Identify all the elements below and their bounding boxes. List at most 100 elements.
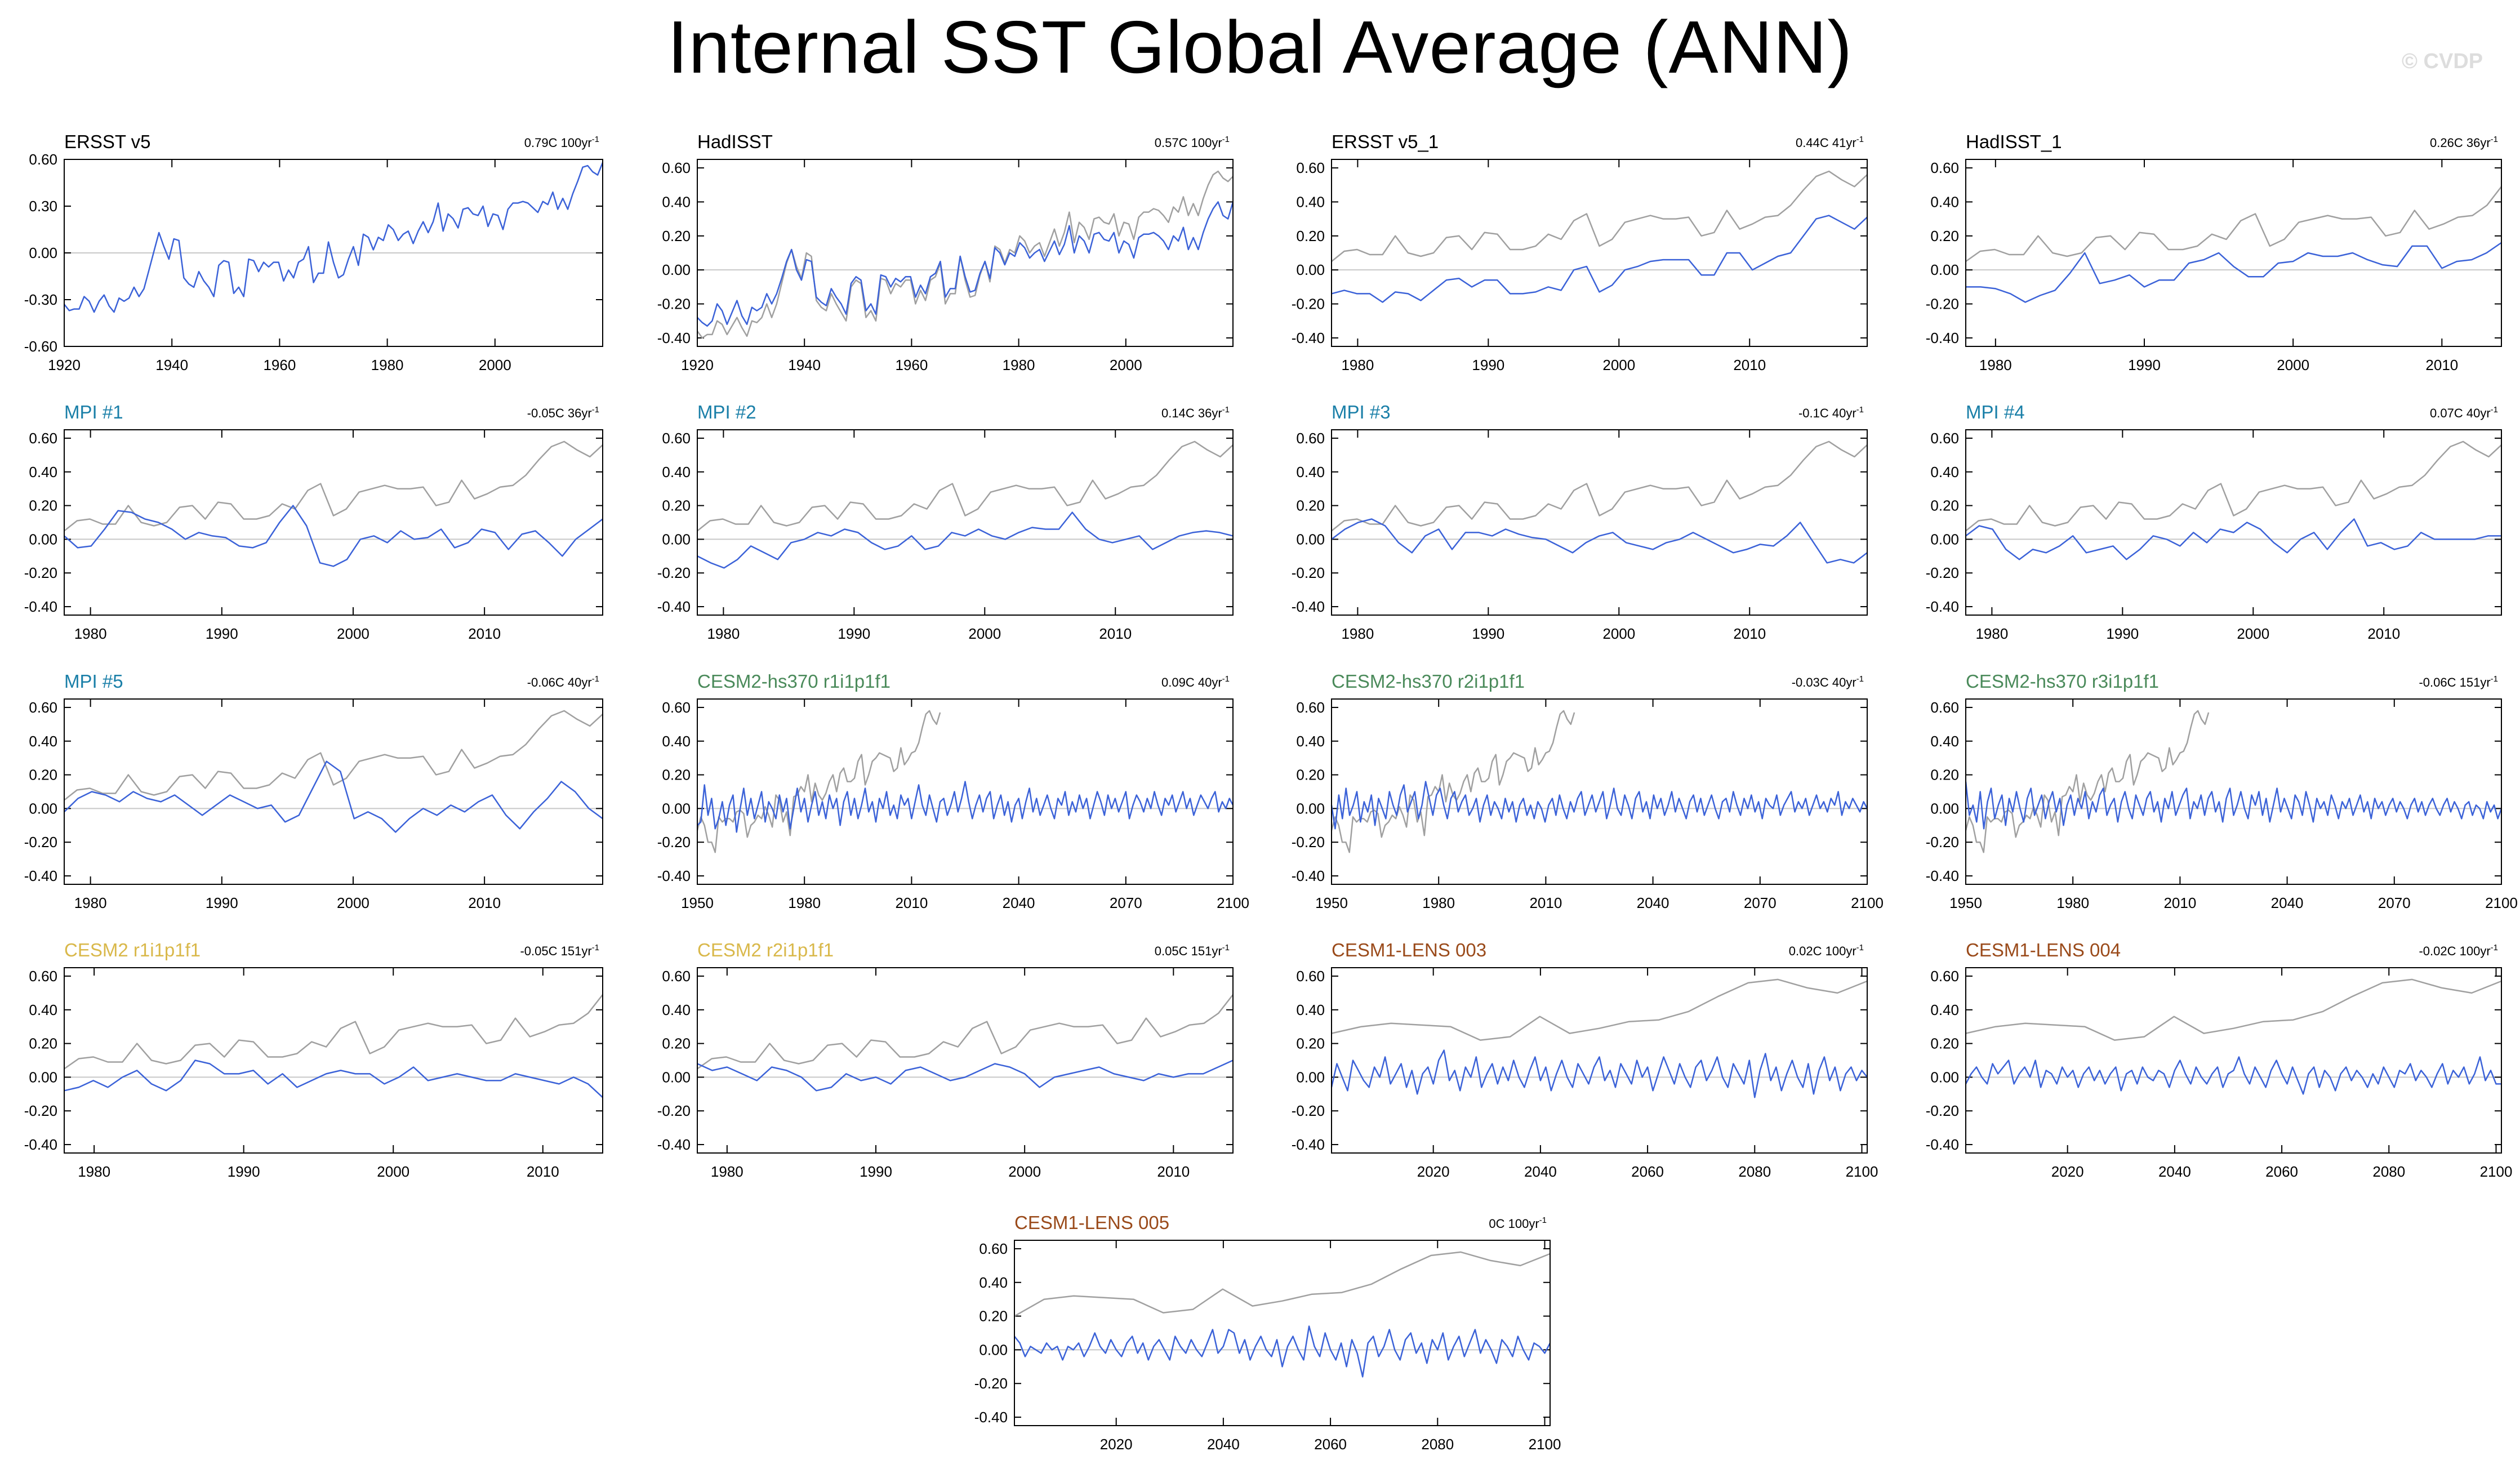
x-tick-label: 1990: [1472, 357, 1504, 373]
chart-panel: CESM2-hs370 r1i1p1f1 0.09C 40yr-1 0.60 0.40…: [657, 671, 1249, 911]
model-series-line: [1330, 1049, 1868, 1098]
y-tick-label: -0.20: [24, 1102, 57, 1119]
chart-panel: CESM2-hs370 r2i1p1f1 -0.03C 40yr-1 0.60 0.4…: [1292, 671, 1884, 911]
panel-trend: 0.02C 100yr-1: [1789, 943, 1864, 958]
observed-series-line: [64, 994, 603, 1070]
panel-trend: 0.44C 41yr-1: [1796, 135, 1864, 150]
y-tick-label: -0.40: [657, 330, 691, 346]
x-tick-label: 1990: [206, 894, 238, 911]
observed-series-line: [1965, 186, 2502, 262]
panel-title: MPI #2: [697, 402, 756, 422]
plot-frame: [64, 967, 603, 1154]
y-tick-label: -0.40: [24, 1136, 57, 1153]
x-tick-label: 2010: [2367, 625, 2400, 642]
x-tick-label: 2010: [1529, 894, 1562, 911]
y-tick-label: 0.20: [662, 767, 691, 783]
x-tick-label: 2080: [1421, 1436, 1454, 1453]
panel-title: CESM2 r1i1p1f1: [64, 940, 201, 960]
x-tick-label: 1980: [1979, 357, 2012, 373]
x-tick-label: 2000: [1110, 357, 1142, 373]
x-tick-label: 1950: [1315, 894, 1348, 911]
y-tick-label: 0.40: [29, 1001, 57, 1018]
x-tick-label: 2020: [2051, 1163, 2084, 1180]
trend-superscript: -1: [1222, 405, 1230, 415]
y-tick-label: 0.00: [1296, 800, 1325, 817]
x-tick-label: 1990: [228, 1163, 260, 1180]
panel-title: MPI #3: [1332, 402, 1391, 422]
model-series-line: [1965, 518, 2501, 560]
x-tick-label: 2010: [1733, 625, 1766, 642]
trend-superscript: -1: [592, 135, 599, 144]
y-tick-label: -0.40: [24, 598, 57, 615]
y-tick-label: 0.60: [1296, 430, 1325, 447]
chart-panel: MPI #2 0.14C 36yr-1 0.60 0.40 0.20 0.00 -0.20 -…: [657, 402, 1234, 642]
chart-panel: MPI #1 -0.05C 36yr-1 0.60 0.40 0.20 0.00 -0.20…: [24, 402, 603, 642]
plot-frame: [1965, 159, 2502, 347]
panel-title: ERSST v5_1: [1332, 131, 1439, 152]
chart-panel: ERSST v5 0.79C 100yr-1 0.60 0.30 0.00 -0.30 -0…: [24, 131, 604, 373]
x-tick-label: 1960: [263, 357, 296, 373]
y-tick-label: 0.60: [29, 968, 57, 985]
y-tick-label: 0.20: [1930, 228, 1959, 244]
y-tick-label: -0.40: [657, 598, 691, 615]
x-tick-label: 2010: [2163, 894, 2196, 911]
y-tick-label: 0.40: [29, 733, 57, 750]
y-tick-label: -0.20: [1292, 834, 1325, 851]
panel-title: MPI #5: [64, 671, 123, 692]
chart-panel: HadISST 0.57C 100yr-1 0.60 0.40 0.20 0.00 -0.2…: [657, 131, 1234, 373]
y-tick-label: -0.20: [1292, 296, 1325, 313]
trend-superscript: -1: [592, 674, 599, 684]
y-tick-label: -0.30: [24, 291, 57, 308]
y-tick-label: 0.40: [662, 464, 691, 480]
x-tick-label: 2000: [337, 894, 369, 911]
plot-frame: [697, 159, 1234, 347]
x-tick-label: 2040: [1207, 1436, 1240, 1453]
x-tick-label: 2020: [1100, 1436, 1133, 1453]
observed-series-line: [696, 170, 1234, 339]
y-tick-label: 0.00: [29, 1069, 57, 1085]
observed-series-line: [1331, 170, 1868, 262]
x-tick-label: 2000: [337, 625, 369, 642]
panel-trend: 0.26C 36yr-1: [2430, 135, 2498, 150]
chart-panel: CESM2-hs370 r3i1p1f1 -0.06C 151yr-1 0.60 0.…: [1926, 671, 2518, 911]
chart-panel: HadISST_1 0.26C 36yr-1 0.60 0.40 0.20 0.00 -0.…: [1926, 131, 2502, 373]
x-tick-label: 1980: [2056, 894, 2089, 911]
panel-title: CESM1-LENS 003: [1332, 940, 1486, 960]
y-tick-label: 0.60: [1930, 968, 1959, 985]
plot-frame: [64, 159, 603, 347]
y-tick-label: 0.20: [662, 228, 691, 244]
model-series-line: [1331, 215, 1868, 303]
x-tick-label: 1940: [788, 357, 821, 373]
plot-frame: [1331, 429, 1868, 616]
panel-trend: -0.06C 40yr-1: [527, 674, 599, 689]
trend-superscript: -1: [2491, 943, 2498, 952]
x-tick-label: 2080: [1738, 1163, 1771, 1180]
y-tick-label: 0.00: [662, 1069, 691, 1085]
panel-trend: 0.14C 36yr-1: [1161, 405, 1230, 420]
panel-title: CESM2 r2i1p1f1: [697, 940, 834, 960]
y-tick-label: 0.00: [662, 531, 691, 547]
model-series-line: [697, 1059, 1234, 1092]
chart-panel: CESM2 r2i1p1f1 0.05C 151yr-1 0.60 0.40 0.20 0…: [657, 940, 1234, 1180]
x-tick-label: 1960: [895, 357, 928, 373]
x-tick-label: 2040: [2158, 1163, 2191, 1180]
x-tick-label: 2010: [468, 894, 501, 911]
y-tick-label: 0.20: [979, 1308, 1008, 1325]
x-tick-label: 1980: [1003, 357, 1035, 373]
y-tick-label: 0.40: [1930, 464, 1959, 480]
y-tick-label: -0.20: [1926, 834, 1959, 851]
y-tick-label: -0.40: [974, 1409, 1008, 1426]
x-tick-label: 1990: [2128, 357, 2161, 373]
panel-trend: 0.09C 40yr-1: [1161, 674, 1230, 689]
y-tick-label: -0.60: [24, 338, 57, 355]
chart-panel: MPI #5 -0.06C 40yr-1 0.60 0.40 0.20 0.00 -0.20…: [24, 671, 603, 911]
model-series-line: [64, 760, 603, 833]
trend-superscript: -1: [1222, 135, 1230, 144]
x-tick-label: 1980: [1422, 894, 1455, 911]
x-tick-label: 1980: [78, 1163, 110, 1180]
panel-title: HadISST_1: [1966, 131, 2062, 152]
x-tick-label: 1980: [74, 894, 107, 911]
trend-superscript: -1: [1856, 405, 1864, 415]
x-tick-label: 1980: [1975, 625, 2008, 642]
x-tick-label: 2000: [2237, 625, 2269, 642]
